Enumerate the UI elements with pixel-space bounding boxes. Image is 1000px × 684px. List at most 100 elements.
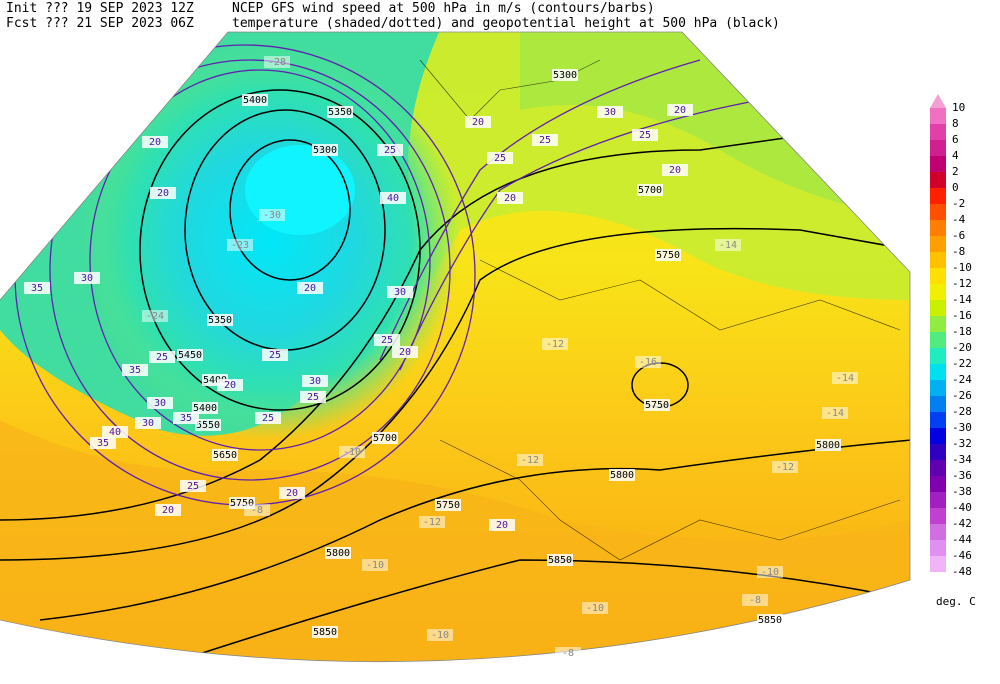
- legend-label: -20: [952, 341, 972, 354]
- legend-swatch: [930, 492, 946, 508]
- label-box: [392, 346, 418, 358]
- temp-label: -8: [749, 595, 761, 606]
- wind-label: 35: [31, 283, 43, 294]
- wind-label: 30: [142, 418, 154, 429]
- label-box: [300, 391, 326, 403]
- label-box: [362, 559, 388, 571]
- label-box: [380, 192, 406, 204]
- label-box: [212, 449, 238, 461]
- label-box: [427, 629, 453, 641]
- label-box: [542, 338, 568, 350]
- label-box: [822, 407, 848, 419]
- label-box: [552, 69, 578, 81]
- wind-label: 25: [262, 413, 274, 424]
- legend-label: -44: [952, 533, 972, 546]
- label-box: [832, 372, 858, 384]
- label-box: [465, 116, 491, 128]
- wind-label: 25: [187, 481, 199, 492]
- legend-label: -8: [952, 245, 965, 258]
- wind-label: 40: [387, 193, 399, 204]
- legend-swatch: [930, 556, 946, 572]
- label-box: [242, 94, 268, 106]
- label-box: [662, 164, 688, 176]
- legend-swatch: [930, 220, 946, 236]
- legend-label: -34: [952, 453, 972, 466]
- title-line-2: temperature (shaded/dotted) and geopoten…: [232, 16, 780, 31]
- wind-label: 20: [149, 137, 161, 148]
- wind-label: 20: [504, 193, 516, 204]
- legend-label: -46: [952, 549, 972, 562]
- forecast-time: Fcst ??? 21 SEP 2023 06Z: [6, 16, 194, 31]
- legend-label: -32: [952, 437, 972, 450]
- legend-label: -48: [952, 565, 972, 578]
- legend-swatch: [930, 508, 946, 524]
- label-box: [102, 426, 128, 438]
- legend-swatch: [930, 524, 946, 540]
- legend-swatch: [930, 396, 946, 412]
- label-box: [609, 469, 635, 481]
- height-label: 5850: [548, 555, 572, 566]
- legend-swatch: [930, 124, 946, 140]
- label-box: [772, 461, 798, 473]
- wind-label: 20: [224, 380, 236, 391]
- height-label: 5550: [196, 420, 220, 431]
- legend-swatch: [930, 332, 946, 348]
- legend-label: -40: [952, 501, 972, 514]
- legend-swatch: [930, 108, 946, 124]
- label-box: [757, 566, 783, 578]
- label-box: [302, 375, 328, 387]
- wind-label: 20: [472, 117, 484, 128]
- legend-swatch: [930, 204, 946, 220]
- temp-label: -12: [776, 462, 794, 473]
- legend-label: -14: [952, 293, 972, 306]
- height-label: 5400: [193, 403, 217, 414]
- legend-label: -16: [952, 309, 972, 322]
- label-box: [387, 286, 413, 298]
- height-label: 5700: [638, 185, 662, 196]
- label-box: [635, 356, 661, 368]
- label-box: [207, 314, 233, 326]
- wind-label: 20: [304, 283, 316, 294]
- label-box: [217, 379, 243, 391]
- height-label: 5800: [610, 470, 634, 481]
- wind-label: 20: [674, 105, 686, 116]
- legend-label: 2: [952, 165, 959, 178]
- label-box: [147, 397, 173, 409]
- label-box: [742, 594, 768, 606]
- legend-label: -42: [952, 517, 972, 530]
- wind-label: 25: [494, 153, 506, 164]
- wind-label: 25: [156, 352, 168, 363]
- wind-label: 20: [162, 505, 174, 516]
- temp-label: -10: [431, 630, 449, 641]
- label-box: [582, 602, 608, 614]
- height-label: 5450: [178, 350, 202, 361]
- label-box: [264, 56, 290, 68]
- legend-swatch: [930, 412, 946, 428]
- legend-swatch: [930, 284, 946, 300]
- label-box: [555, 647, 581, 659]
- title-line-1: NCEP GFS wind speed at 500 hPa in m/s (c…: [232, 1, 655, 16]
- legend-label: 0: [952, 181, 959, 194]
- legend-label: 4: [952, 149, 959, 162]
- legend-label: -2: [952, 197, 965, 210]
- label-box: [90, 437, 116, 449]
- label-box: [244, 504, 270, 516]
- label-box: [655, 249, 681, 261]
- height-label: 5350: [328, 107, 352, 118]
- label-box: [297, 282, 323, 294]
- legend-label: -30: [952, 421, 972, 434]
- wind-label: 20: [496, 520, 508, 531]
- height-label: 5850: [758, 615, 782, 626]
- legend-label: -6: [952, 229, 965, 242]
- legend-swatch: [930, 316, 946, 332]
- legend-swatch: [930, 268, 946, 284]
- label-box: [489, 519, 515, 531]
- label-box: [372, 432, 398, 444]
- legend-label: 6: [952, 133, 959, 146]
- wind-label: 35: [97, 438, 109, 449]
- label-box: [597, 106, 623, 118]
- height-label: 5700: [373, 433, 397, 444]
- init-time: Init ??? 19 SEP 2023 12Z: [6, 1, 194, 16]
- height-label: 5400: [203, 375, 227, 386]
- label-box: [155, 504, 181, 516]
